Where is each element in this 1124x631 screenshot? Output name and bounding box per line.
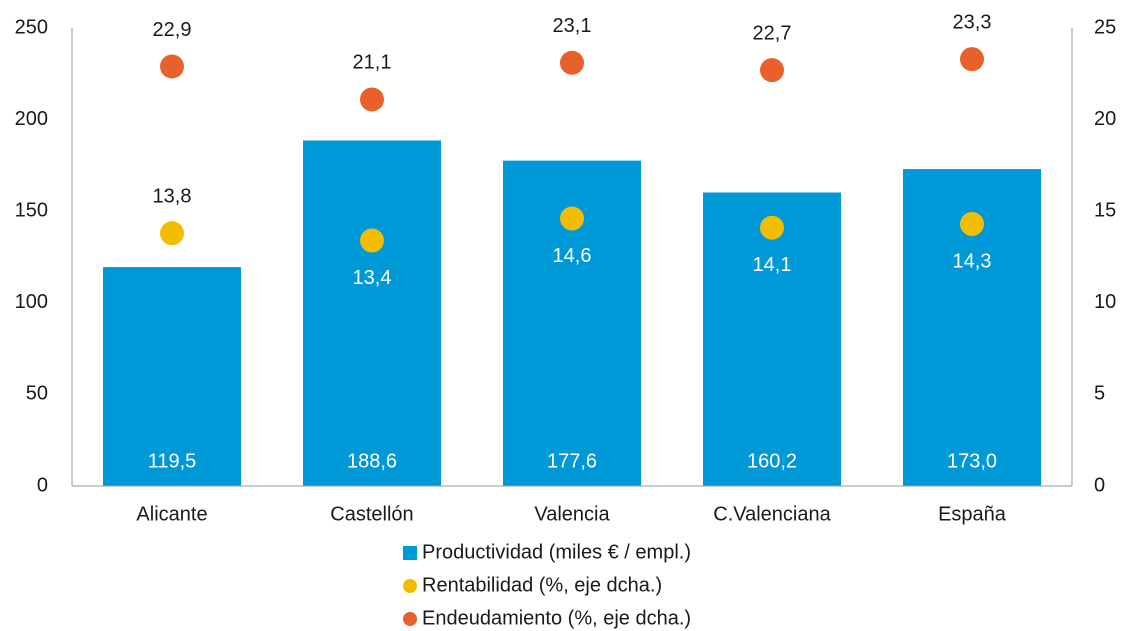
dot-value-label: 14,6 — [553, 245, 592, 267]
dot — [160, 54, 184, 79]
y2-tick-label: 15 — [1094, 199, 1116, 221]
bar — [103, 267, 241, 486]
legend-label: Rentabilidad (%, eje dcha.) — [422, 574, 662, 596]
legend-marker — [403, 579, 417, 593]
dot-value-label: 23,1 — [553, 15, 592, 37]
dot — [760, 58, 784, 83]
y-tick-label: 100 — [15, 291, 48, 313]
y2-tick-label: 25 — [1094, 16, 1116, 38]
dot — [560, 50, 584, 75]
dot-value-label: 14,1 — [753, 254, 792, 276]
x-tick-label: C.Valenciana — [713, 503, 831, 525]
dot — [160, 221, 184, 246]
dot — [560, 206, 584, 231]
x-tick-label: España — [938, 503, 1007, 525]
dot — [760, 215, 784, 240]
x-tick-label: Castellón — [330, 503, 413, 525]
y2-tick-label: 20 — [1094, 108, 1116, 130]
dot — [960, 47, 984, 72]
legend-label: Endeudamiento (%, eje dcha.) — [422, 607, 691, 629]
dot-value-label: 13,8 — [153, 185, 192, 207]
bar-value-label: 188,6 — [347, 450, 397, 472]
bar-value-label: 160,2 — [747, 450, 797, 472]
dot — [360, 228, 384, 253]
dot-value-label: 14,3 — [953, 250, 992, 272]
y-tick-label: 200 — [15, 108, 48, 130]
dot-value-label: 23,3 — [953, 11, 992, 33]
dot-value-label: 21,1 — [353, 52, 392, 74]
y-tick-label: 250 — [15, 16, 48, 38]
legend-label: Productividad (miles € / empl.) — [422, 541, 691, 563]
x-tick-label: Alicante — [136, 503, 207, 525]
y2-tick-label: 0 — [1094, 474, 1105, 496]
y2-tick-label: 10 — [1094, 291, 1116, 313]
bar-value-label: 173,0 — [947, 450, 997, 472]
bar — [703, 192, 841, 486]
y-tick-label: 0 — [37, 474, 48, 496]
bar-value-label: 119,5 — [148, 450, 197, 472]
y-tick-label: 150 — [15, 199, 48, 221]
x-tick-label: Valencia — [534, 503, 610, 525]
bar — [303, 140, 441, 486]
legend-marker — [403, 612, 417, 626]
y-tick-label: 50 — [26, 383, 48, 405]
dot-value-label: 22,9 — [153, 19, 192, 41]
y2-tick-label: 5 — [1094, 383, 1105, 405]
dot-value-label: 22,7 — [753, 22, 792, 44]
dot — [360, 87, 384, 112]
dot-value-label: 13,4 — [353, 267, 392, 289]
bar-value-label: 177,6 — [547, 450, 597, 472]
legend-marker — [403, 546, 417, 560]
dot — [960, 212, 984, 237]
